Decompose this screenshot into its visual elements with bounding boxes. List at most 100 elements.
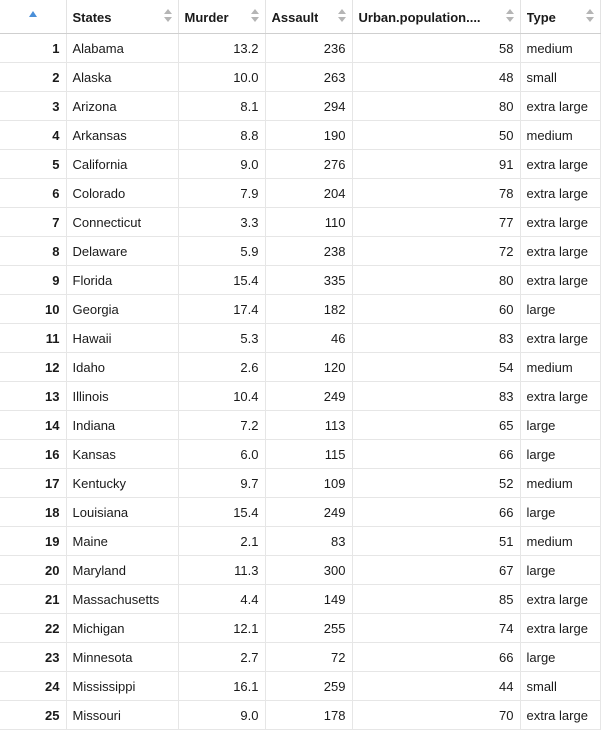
- cell-murder: 7.2: [178, 410, 266, 440]
- cell-urban-population: 48: [352, 62, 521, 92]
- cell-type: extra large: [520, 381, 601, 411]
- row-index: 23: [0, 642, 67, 672]
- row-index: 22: [0, 613, 67, 643]
- table-row[interactable]: 12 Idaho 2.6 120 54 medium: [0, 352, 601, 382]
- cell-assault: 259: [265, 671, 353, 701]
- cell-type: extra large: [520, 91, 601, 121]
- cell-urban-population: 66: [352, 497, 521, 527]
- sort-icon: [163, 9, 172, 23]
- cell-murder: 7.9: [178, 178, 266, 208]
- cell-urban-population: 66: [352, 439, 521, 469]
- cell-urban-population: 67: [352, 555, 521, 585]
- cell-urban-population: 85: [352, 584, 521, 614]
- table-row[interactable]: 6 Colorado 7.9 204 78 extra large: [0, 178, 601, 208]
- cell-assault: 46: [265, 323, 353, 353]
- cell-state: Mississippi: [66, 671, 179, 701]
- table-body: 1 Alabama 13.2 236 58 medium 2 Alaska 10.0 263 48 s…: [0, 33, 601, 730]
- row-index: 2: [0, 62, 67, 92]
- table-row[interactable]: 10 Georgia 17.4 182 60 large: [0, 294, 601, 324]
- cell-assault: 238: [265, 236, 353, 266]
- cell-murder: 8.8: [178, 120, 266, 150]
- sort-icon: [250, 9, 259, 23]
- header-row: States Murder Assault Urban.population..…: [0, 0, 601, 34]
- cell-type: extra large: [520, 584, 601, 614]
- cell-type: large: [520, 497, 601, 527]
- header-assault[interactable]: Assault: [265, 0, 353, 34]
- row-index: 24: [0, 671, 67, 701]
- cell-assault: 294: [265, 91, 353, 121]
- cell-assault: 249: [265, 381, 353, 411]
- cell-murder: 8.1: [178, 91, 266, 121]
- cell-murder: 9.7: [178, 468, 266, 498]
- cell-type: large: [520, 294, 601, 324]
- cell-type: extra large: [520, 207, 601, 237]
- table-row[interactable]: 1 Alabama 13.2 236 58 medium: [0, 33, 601, 63]
- cell-urban-population: 66: [352, 642, 521, 672]
- header-states[interactable]: States: [66, 0, 179, 34]
- table-row[interactable]: 24 Mississippi 16.1 259 44 small: [0, 671, 601, 701]
- cell-type: small: [520, 671, 601, 701]
- table-row[interactable]: 17 Kentucky 9.7 109 52 medium: [0, 468, 601, 498]
- table-row[interactable]: 8 Delaware 5.9 238 72 extra large: [0, 236, 601, 266]
- cell-assault: 83: [265, 526, 353, 556]
- row-index: 6: [0, 178, 67, 208]
- table-row[interactable]: 3 Arizona 8.1 294 80 extra large: [0, 91, 601, 121]
- header-states-label: States: [72, 9, 112, 25]
- table-row[interactable]: 9 Florida 15.4 335 80 extra large: [0, 265, 601, 295]
- table-row[interactable]: 7 Connecticut 3.3 110 77 extra large: [0, 207, 601, 237]
- cell-murder: 10.4: [178, 381, 266, 411]
- table-row[interactable]: 22 Michigan 12.1 255 74 extra large: [0, 613, 601, 643]
- cell-urban-population: 44: [352, 671, 521, 701]
- sort-icon: [505, 9, 514, 23]
- row-index: 12: [0, 352, 67, 382]
- cell-murder: 17.4: [178, 294, 266, 324]
- table-row[interactable]: 13 Illinois 10.4 249 83 extra large: [0, 381, 601, 411]
- header-type[interactable]: Type: [520, 0, 601, 34]
- cell-urban-population: 83: [352, 323, 521, 353]
- table-row[interactable]: 25 Missouri 9.0 178 70 extra large: [0, 700, 601, 730]
- cell-state: Maryland: [66, 555, 179, 585]
- table-row[interactable]: 2 Alaska 10.0 263 48 small: [0, 62, 601, 92]
- cell-state: Illinois: [66, 381, 179, 411]
- table-row[interactable]: 20 Maryland 11.3 300 67 large: [0, 555, 601, 585]
- row-index: 25: [0, 700, 67, 730]
- cell-assault: 115: [265, 439, 353, 469]
- cell-type: extra large: [520, 236, 601, 266]
- table-row[interactable]: 18 Louisiana 15.4 249 66 large: [0, 497, 601, 527]
- table-row[interactable]: 4 Arkansas 8.8 190 50 medium: [0, 120, 601, 150]
- table-row[interactable]: 21 Massachusetts 4.4 149 85 extra large: [0, 584, 601, 614]
- header-row-index[interactable]: [0, 0, 67, 34]
- cell-type: medium: [520, 33, 601, 63]
- cell-type: extra large: [520, 323, 601, 353]
- table-row[interactable]: 16 Kansas 6.0 115 66 large: [0, 439, 601, 469]
- table-row[interactable]: 11 Hawaii 5.3 46 83 extra large: [0, 323, 601, 353]
- cell-urban-population: 65: [352, 410, 521, 440]
- cell-assault: 300: [265, 555, 353, 585]
- cell-state: Arkansas: [66, 120, 179, 150]
- cell-murder: 2.6: [178, 352, 266, 382]
- table-row[interactable]: 19 Maine 2.1 83 51 medium: [0, 526, 601, 556]
- cell-urban-population: 70: [352, 700, 521, 730]
- row-index: 5: [0, 149, 67, 179]
- cell-state: Michigan: [66, 613, 179, 643]
- cell-type: large: [520, 410, 601, 440]
- header-murder[interactable]: Murder: [178, 0, 266, 34]
- cell-state: Georgia: [66, 294, 179, 324]
- cell-assault: 109: [265, 468, 353, 498]
- table-row[interactable]: 14 Indiana 7.2 113 65 large: [0, 410, 601, 440]
- row-index: 13: [0, 381, 67, 411]
- cell-type: large: [520, 555, 601, 585]
- table-row[interactable]: 5 California 9.0 276 91 extra large: [0, 149, 601, 179]
- row-index: 18: [0, 497, 67, 527]
- cell-state: Alaska: [66, 62, 179, 92]
- header-urban-population[interactable]: Urban.population....: [352, 0, 521, 34]
- row-index: 20: [0, 555, 67, 585]
- cell-state: Idaho: [66, 352, 179, 382]
- cell-murder: 9.0: [178, 149, 266, 179]
- cell-type: medium: [520, 120, 601, 150]
- cell-type: medium: [520, 352, 601, 382]
- cell-urban-population: 91: [352, 149, 521, 179]
- cell-urban-population: 51: [352, 526, 521, 556]
- table-row[interactable]: 23 Minnesota 2.7 72 66 large: [0, 642, 601, 672]
- row-index: 10: [0, 294, 67, 324]
